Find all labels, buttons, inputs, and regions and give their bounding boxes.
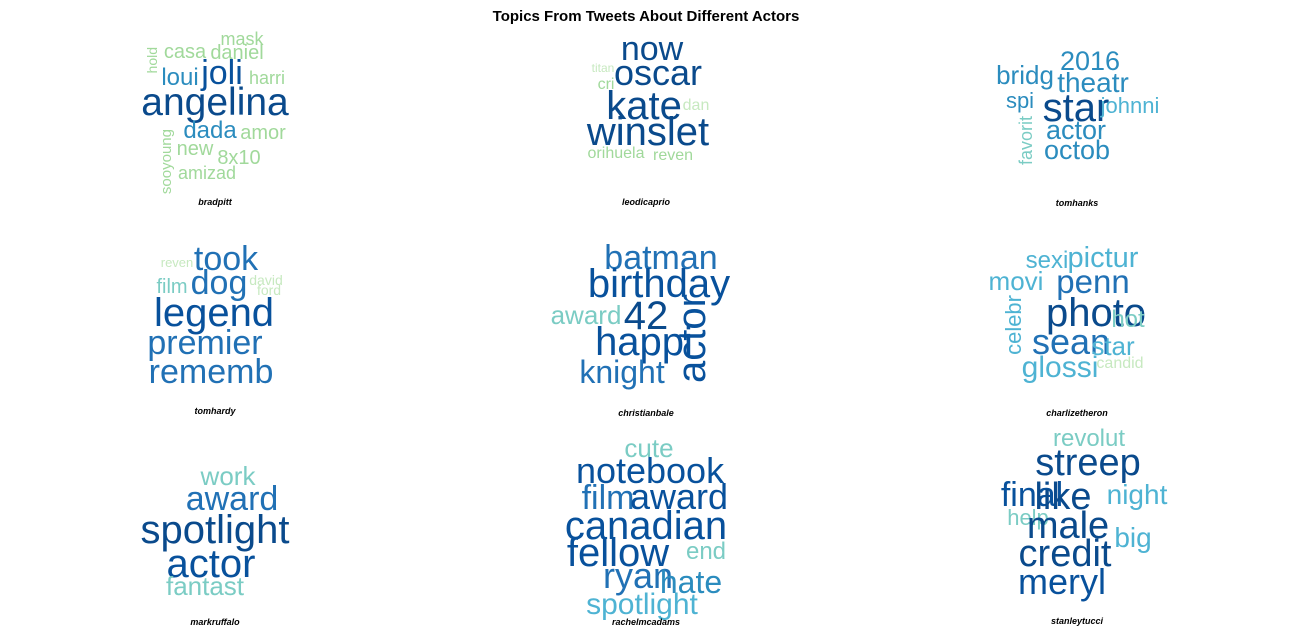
cloud-word-ryan: ryan — [602, 555, 674, 596]
cloud-word-end: end — [685, 538, 727, 565]
panel-caption-rachelmcadams: rachelmcadams — [611, 617, 681, 627]
cloud-word-cute: cute — [624, 433, 674, 463]
cloud-word-photo: photo — [1045, 291, 1147, 335]
cloud-word-theatr: theatr — [1057, 67, 1129, 98]
cloud-word-star: star — [1091, 331, 1135, 361]
cloud-word-sooyoung: sooyoung — [157, 129, 175, 195]
cloud-word-8x10: 8x10 — [217, 147, 261, 169]
cloud-word-legend: legend — [153, 291, 275, 335]
cloud-word-cri: cri — [597, 76, 615, 93]
cloud-word-batman: batman — [604, 239, 718, 277]
cloud-word-award: award — [629, 476, 729, 517]
cloud-word-johnni: johnni — [1100, 93, 1160, 118]
cloud-word-bridg: bridg — [996, 60, 1054, 90]
panel-caption-markruffalo: markruffalo — [190, 617, 240, 627]
cloud-word-hot: hot — [1111, 306, 1145, 333]
cloud-word-spi: spi — [1005, 88, 1035, 113]
cloud-word-loui: loui — [161, 64, 199, 91]
cloud-word-david: david — [249, 272, 283, 288]
cloud-word-favorit: favorit — [1016, 116, 1036, 166]
cloud-word-revolut: revolut — [1052, 425, 1126, 452]
cloud-word-pictur: pictur — [1067, 241, 1139, 274]
panel-caption-leodicaprio: leodicaprio — [621, 197, 671, 207]
cloud-word-glossi: glossi — [1021, 351, 1099, 384]
cloud-word-oscar: oscar — [613, 52, 703, 93]
cloud-word-joli: joli — [201, 54, 243, 92]
cloud-word-new: new — [176, 138, 214, 160]
cloud-word-kate: kate — [606, 84, 682, 128]
panel-caption-christianbale: christianbale — [618, 408, 674, 418]
cloud-word-big: big — [1114, 522, 1152, 553]
cloud-word-film: film — [581, 479, 635, 517]
cloud-word-octob: octob — [1043, 134, 1111, 165]
chart-title: Topics From Tweets About Different Actor… — [492, 8, 800, 25]
cloud-word-mask: mask — [220, 29, 264, 49]
cloud-word-night: night — [1106, 479, 1168, 510]
cloud-word-spotlight: spotlight — [140, 508, 290, 552]
cloud-word-celebr: celebr — [1001, 295, 1026, 355]
panel-caption-charlizetheron: charlizetheron — [1046, 408, 1108, 418]
cloud-word-award: award — [185, 480, 279, 518]
cloud-word-titan: titan — [591, 61, 615, 75]
cloud-word-candid: candid — [1096, 355, 1144, 372]
cloud-word-penn: penn — [1056, 262, 1130, 300]
cloud-word-movi: movi — [988, 266, 1044, 296]
cloud-word-reven: reven — [652, 147, 694, 164]
cloud-word-happi: happi — [595, 320, 693, 364]
panel-caption-bradpitt: bradpitt — [198, 197, 232, 207]
cloud-word-spotlight: spotlight — [586, 588, 698, 621]
cloud-word-male: male — [1026, 505, 1110, 547]
cloud-word-sean: sean — [1031, 321, 1111, 362]
cloud-word-actor: actor — [670, 293, 714, 383]
cloud-word-sexi: sexi — [1025, 247, 1069, 274]
cloud-word-actor: actor — [1045, 114, 1107, 145]
cloud-word-dan: dan — [682, 97, 710, 114]
cloud-word-fellow: fellow — [566, 531, 670, 575]
cloud-word-canadian: canadian — [564, 504, 728, 548]
cloud-word-2016: 2016 — [1059, 45, 1121, 76]
cloud-word-award: award — [550, 300, 622, 330]
cloud-word-credit: credit — [1018, 533, 1112, 575]
panel-caption-tomhardy: tomhardy — [194, 406, 236, 416]
cloud-word-dada: dada — [183, 117, 237, 144]
cloud-word-harri: harri — [248, 68, 285, 88]
cloud-word-knight: knight — [579, 354, 665, 390]
cloud-word-film: film — [156, 276, 188, 298]
cloud-word-star: star — [1042, 86, 1110, 130]
cloud-word-hold: hold — [144, 46, 160, 74]
cloud-word-angelina: angelina — [141, 80, 289, 124]
cloud-word-notebook: notebook — [575, 450, 725, 491]
cloud-word-like: like — [1034, 476, 1092, 518]
cloud-word-dog: dog — [190, 264, 248, 302]
cloud-word-casa: casa — [163, 41, 207, 63]
cloud-word-reven: reven — [160, 254, 194, 270]
cloud-word-actor: actor — [166, 542, 256, 586]
cloud-word-winslet: winslet — [586, 110, 710, 154]
cloud-word-ford: ford — [256, 282, 282, 298]
cloud-word-took: took — [193, 240, 259, 278]
cloud-word-birthday: birthday — [587, 262, 731, 306]
cloud-word-42: 42 — [623, 294, 669, 338]
cloud-word-amor: amor — [240, 122, 286, 144]
cloud-word-work: work — [200, 461, 256, 491]
cloud-word-meryl: meryl — [1018, 561, 1106, 602]
cloud-word-streep: streep — [1035, 442, 1141, 484]
panel-caption-stanleytucci: stanleytucci — [1050, 616, 1104, 626]
cloud-word-rememb: rememb — [148, 353, 274, 391]
cloud-word-hate: hate — [659, 564, 723, 600]
cloud-word-premier: premier — [147, 324, 263, 362]
cloud-word-orihuela: orihuela — [587, 145, 645, 162]
cloud-word-final: final — [1000, 476, 1064, 514]
panel-caption-tomhanks: tomhanks — [1055, 198, 1099, 208]
cloud-word-now: now — [620, 30, 684, 68]
cloud-word-daniel: daniel — [210, 42, 264, 64]
cloud-word-fantast: fantast — [165, 571, 245, 601]
cloud-word-amizad: amizad — [177, 163, 237, 183]
cloud-word-help: help — [1007, 505, 1049, 530]
